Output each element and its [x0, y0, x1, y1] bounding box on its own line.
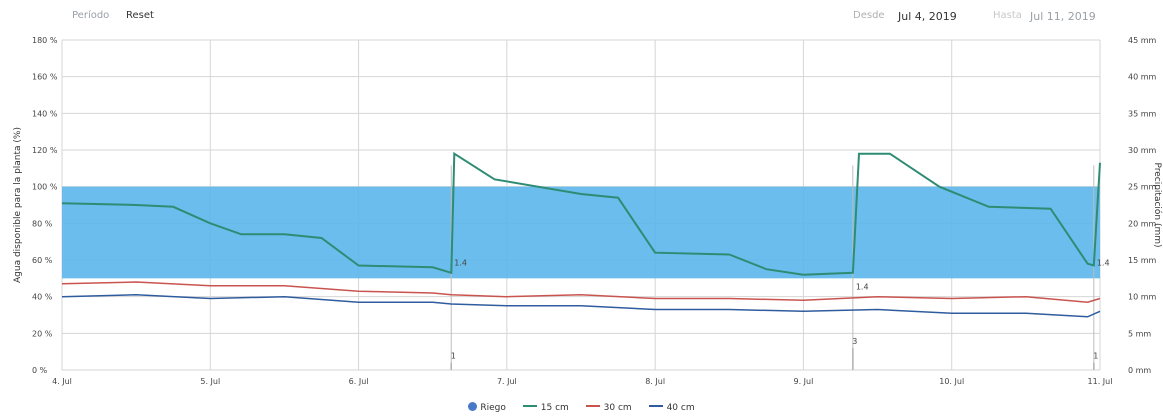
- y-tick-label: 20 %: [32, 329, 53, 338]
- chart-toolbar: Período Reset Desde Jul 4, 2019 Hasta Ju…: [0, 10, 1163, 30]
- y2-tick-label: 30 mm: [1128, 146, 1157, 155]
- x-tick-label: 5. Jul: [200, 377, 220, 386]
- y-axis-title: Agua disponible para la planta (%): [13, 127, 23, 283]
- legend-label-15cm: 15 cm: [540, 403, 569, 413]
- series-line[interactable]: [61, 294, 1101, 318]
- legend-item-40cm[interactable]: 40 cm: [648, 403, 695, 413]
- x-tick-label: 6. Jul: [349, 377, 369, 386]
- legend-item-30cm[interactable]: 30 cm: [585, 403, 632, 413]
- to-date-label: Hasta: [993, 10, 1022, 21]
- y2-tick-label: 35 mm: [1128, 109, 1157, 118]
- x-axis: 4. Jul 5. Jul 6. Jul 7. Jul 8. Jul 9. Jul 10. …: [52, 377, 1112, 386]
- to-date-input[interactable]: Jul 11, 2019: [1030, 10, 1096, 23]
- y-tick-label: 140 %: [32, 109, 58, 118]
- moisture-series[interactable]: [61, 151, 1101, 318]
- optimal-band-rect: [62, 186, 1100, 279]
- legend-swatch-30cm: [585, 405, 600, 407]
- x-tick-label: 10. Jul: [939, 377, 964, 386]
- y2-tick-label: 0 mm: [1128, 366, 1151, 375]
- x-tick-label: 11. Jul: [1088, 377, 1113, 386]
- legend-swatch-riego: [468, 402, 478, 411]
- point-data-label: 1.4: [454, 259, 467, 268]
- y2-tick-label: 40 mm: [1128, 73, 1157, 82]
- y-tick-label: 60 %: [32, 256, 53, 265]
- y-tick-label: 180 %: [32, 36, 58, 45]
- point-data-label: 1.4: [856, 282, 869, 291]
- legend-item-riego[interactable]: Riego: [468, 402, 506, 413]
- riego-bar-label: 1: [451, 352, 456, 361]
- reset-button[interactable]: Reset: [126, 10, 154, 21]
- riego-bar-label: 3: [852, 337, 857, 346]
- legend-swatch-15cm: [522, 405, 537, 407]
- series-line[interactable]: [61, 281, 1101, 303]
- y2-tick-label: 5 mm: [1128, 329, 1151, 338]
- series-line[interactable]: [61, 151, 1101, 276]
- legend-swatch-40cm: [648, 405, 663, 407]
- period-label: Período: [72, 10, 110, 21]
- legend: Riego 15 cm 30 cm 40 cm: [0, 402, 1163, 413]
- y-tick-label: 80 %: [32, 219, 53, 228]
- y2-tick-label: 45 mm: [1128, 36, 1157, 45]
- point-data-label: 1.4: [1097, 259, 1110, 268]
- y2-axis-title: Precipitación (mm): [1152, 162, 1163, 247]
- x-tick-label: 7. Jul: [497, 377, 517, 386]
- data-labels: 1 3 1 1.4 1.4 1.4: [451, 259, 1110, 361]
- y2-tick-label: 10 mm: [1128, 293, 1157, 302]
- y-axis-left: 0 % 20 % 40 % 60 % 80 % 100 % 120 % 140 % 160 % 1…: [32, 36, 58, 375]
- x-tick-label: 4. Jul: [52, 377, 72, 386]
- legend-label-40cm: 40 cm: [666, 403, 695, 413]
- y-axis-right: 0 mm 5 mm 10 mm 15 mm 20 mm 25 mm 30 mm 35 mm 40…: [1128, 36, 1157, 375]
- y2-tick-label: 25 mm: [1128, 183, 1157, 192]
- y-tick-label: 160 %: [32, 73, 58, 82]
- legend-label-riego: Riego: [480, 403, 506, 413]
- legend-item-15cm[interactable]: 15 cm: [522, 403, 569, 413]
- riego-bar-label: 1: [1093, 352, 1098, 361]
- from-date-label: Desde: [853, 10, 885, 21]
- y-tick-label: 0 %: [32, 366, 48, 375]
- chart-svg: 1 3 1 1.4 1.4 1.4 0 % 20 % 40 % 60 % 80 % 100 % 120…: [13, 36, 1163, 386]
- y2-tick-label: 15 mm: [1128, 256, 1157, 265]
- optimal-band: [62, 186, 1100, 279]
- legend-label-30cm: 30 cm: [603, 403, 632, 413]
- x-tick-label: 8. Jul: [645, 377, 665, 386]
- y-tick-label: 100 %: [32, 183, 58, 192]
- from-date-input[interactable]: Jul 4, 2019: [898, 10, 957, 23]
- y-tick-label: 120 %: [32, 146, 58, 155]
- x-tick-label: 9. Jul: [794, 377, 814, 386]
- y-tick-label: 40 %: [32, 293, 53, 302]
- y2-tick-label: 20 mm: [1128, 219, 1157, 228]
